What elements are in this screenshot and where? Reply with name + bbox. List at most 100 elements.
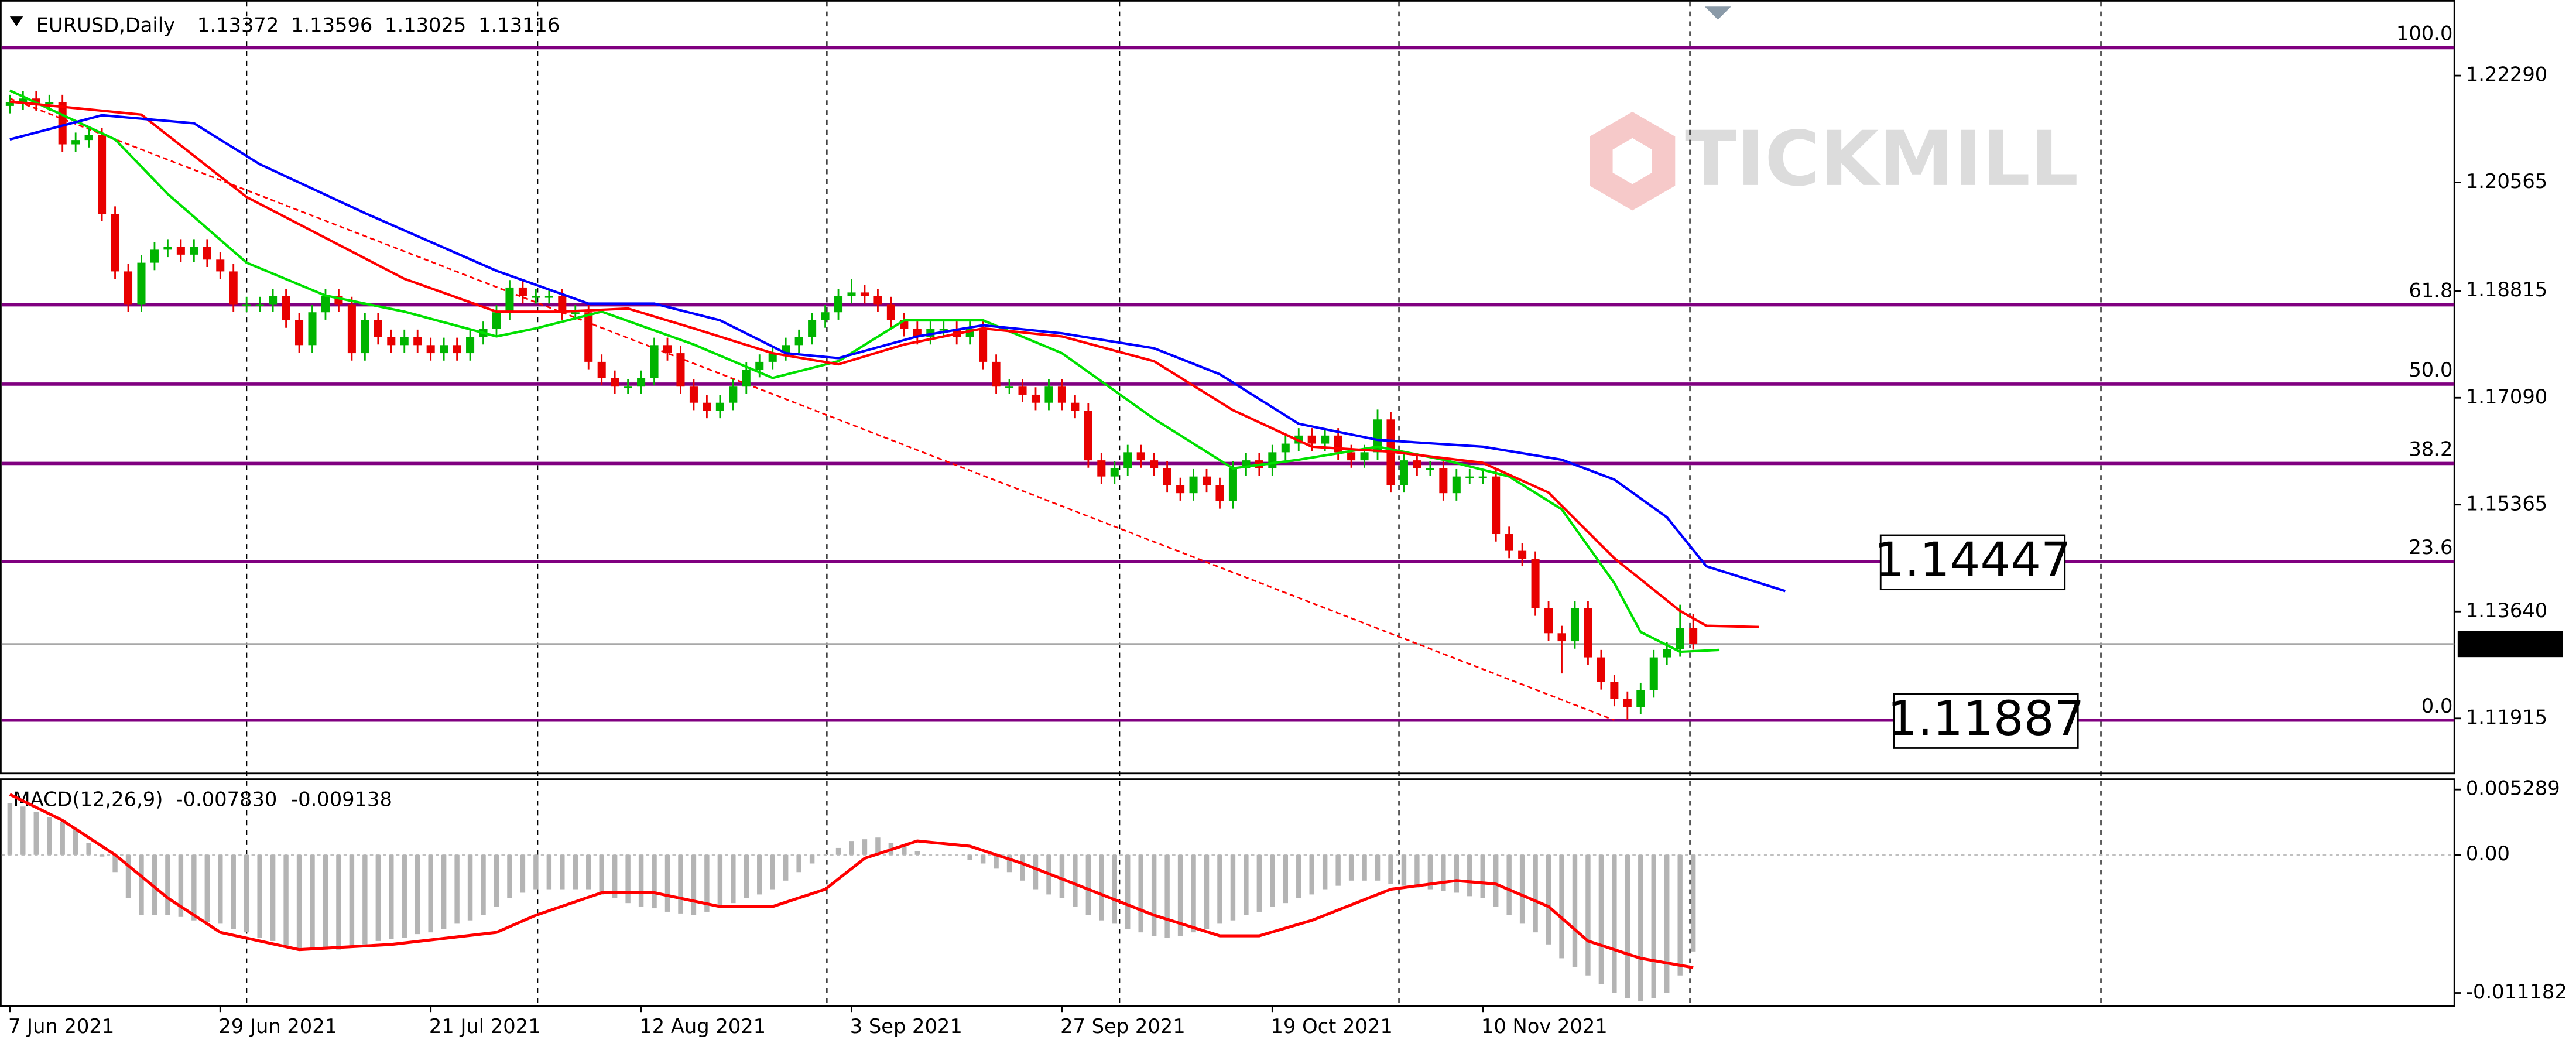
macd-bar bbox=[967, 854, 972, 860]
candle-body bbox=[1097, 460, 1106, 477]
candle-body bbox=[1663, 649, 1671, 658]
x-tick-label: 29 Jun 2021 bbox=[218, 1015, 337, 1038]
macd-bar bbox=[1638, 854, 1643, 1002]
macd-bar bbox=[20, 806, 26, 855]
candle-body bbox=[939, 329, 948, 331]
candle-body bbox=[742, 370, 751, 387]
macd-bar bbox=[914, 851, 920, 855]
menu-triangle bbox=[9, 16, 23, 26]
candle-body bbox=[703, 402, 711, 411]
x-tick-label: 10 Nov 2021 bbox=[1481, 1015, 1608, 1038]
macd-bar bbox=[1099, 854, 1104, 921]
moving-average bbox=[9, 100, 1759, 628]
candle-body bbox=[571, 312, 580, 314]
candle-body bbox=[216, 259, 225, 272]
candle-body bbox=[1492, 476, 1501, 535]
macd-bar bbox=[994, 854, 999, 869]
y-tick-label: 1.17090 bbox=[2466, 385, 2547, 408]
candle-body bbox=[1123, 452, 1132, 468]
candle-body bbox=[532, 296, 540, 298]
candle-body bbox=[492, 312, 501, 329]
candle-body bbox=[689, 386, 698, 403]
candle-body bbox=[308, 312, 317, 346]
candle-body bbox=[426, 345, 435, 354]
macd-bar bbox=[638, 854, 644, 907]
candle-body bbox=[611, 378, 619, 387]
macd-bar bbox=[402, 854, 407, 938]
candle-body bbox=[715, 402, 724, 411]
macd-bar bbox=[1322, 854, 1328, 890]
macd-bar bbox=[165, 854, 170, 915]
candle-body bbox=[176, 247, 185, 255]
macd-bar bbox=[1348, 854, 1354, 881]
y-tick-label: 0.005289 bbox=[2466, 777, 2560, 800]
macd-bar bbox=[507, 854, 512, 898]
candle-body bbox=[1518, 550, 1527, 559]
x-tick-label: 12 Aug 2021 bbox=[639, 1015, 766, 1038]
candle-body bbox=[1452, 476, 1461, 494]
candle-body bbox=[544, 296, 553, 298]
candle-body bbox=[1676, 628, 1684, 649]
candle-body bbox=[1005, 386, 1014, 389]
macd-bar bbox=[310, 854, 315, 950]
candle-body bbox=[295, 320, 304, 346]
macd-bar bbox=[757, 854, 762, 895]
candle-body bbox=[1084, 411, 1092, 461]
macd-bar bbox=[112, 854, 118, 873]
macd-bar bbox=[375, 854, 381, 941]
open-readout: 1.13372 bbox=[197, 13, 279, 36]
x-tick-label: 19 Oct 2021 bbox=[1271, 1015, 1393, 1038]
y-tick-label: 1.15365 bbox=[2466, 492, 2547, 515]
macd-bar bbox=[1362, 854, 1367, 881]
price-box-label: 1.11887 bbox=[1888, 691, 2085, 747]
macd-bar bbox=[1454, 854, 1460, 893]
macd-bar bbox=[73, 829, 78, 855]
candle-body bbox=[1281, 443, 1290, 453]
candle-body bbox=[1321, 435, 1330, 444]
signal-line bbox=[9, 793, 1694, 969]
candle-body bbox=[992, 361, 1001, 387]
macd-bar bbox=[296, 854, 302, 950]
macd-bar bbox=[1033, 854, 1039, 890]
macd-bar bbox=[1414, 854, 1420, 888]
y-tick-label: 1.20565 bbox=[2466, 170, 2547, 193]
candle-body bbox=[203, 247, 211, 260]
logo-inner bbox=[1612, 138, 1652, 184]
macd-bar bbox=[875, 837, 881, 855]
macd-bar bbox=[362, 854, 368, 945]
candle-body bbox=[1636, 690, 1645, 707]
macd-bar bbox=[481, 854, 486, 915]
close-readout: 1.13116 bbox=[478, 13, 560, 36]
macd-bar bbox=[467, 854, 473, 921]
macd-bar bbox=[1375, 854, 1381, 881]
candle-body bbox=[637, 378, 646, 387]
macd-bar bbox=[1309, 854, 1314, 895]
macd-bar bbox=[902, 846, 907, 855]
moving-average bbox=[9, 114, 1786, 593]
y-tick-label: 1.18815 bbox=[2466, 278, 2547, 301]
candle-body bbox=[873, 296, 882, 305]
macd-bar bbox=[849, 841, 854, 855]
macd-bar bbox=[415, 854, 420, 935]
macd-bar bbox=[1256, 854, 1262, 912]
macd-bar bbox=[704, 854, 710, 912]
x-tick-label: 3 Sep 2021 bbox=[850, 1015, 962, 1038]
candle-body bbox=[1557, 633, 1566, 642]
macd-bar bbox=[533, 854, 539, 890]
macd-bar bbox=[441, 854, 447, 929]
candle-body bbox=[374, 320, 382, 337]
candle-body bbox=[1176, 485, 1185, 494]
candle-body bbox=[518, 287, 527, 296]
macd-bar bbox=[1191, 854, 1196, 933]
fib-label: 50.0 bbox=[2409, 358, 2452, 381]
candle-body bbox=[282, 296, 290, 321]
macd-bar bbox=[99, 854, 105, 857]
macd-bar bbox=[1651, 854, 1656, 998]
macd-bar bbox=[139, 854, 144, 915]
macd-bar bbox=[1020, 854, 1025, 881]
candle-body bbox=[1360, 452, 1369, 461]
macd-bar bbox=[218, 854, 223, 924]
price-box bbox=[1893, 693, 2079, 749]
